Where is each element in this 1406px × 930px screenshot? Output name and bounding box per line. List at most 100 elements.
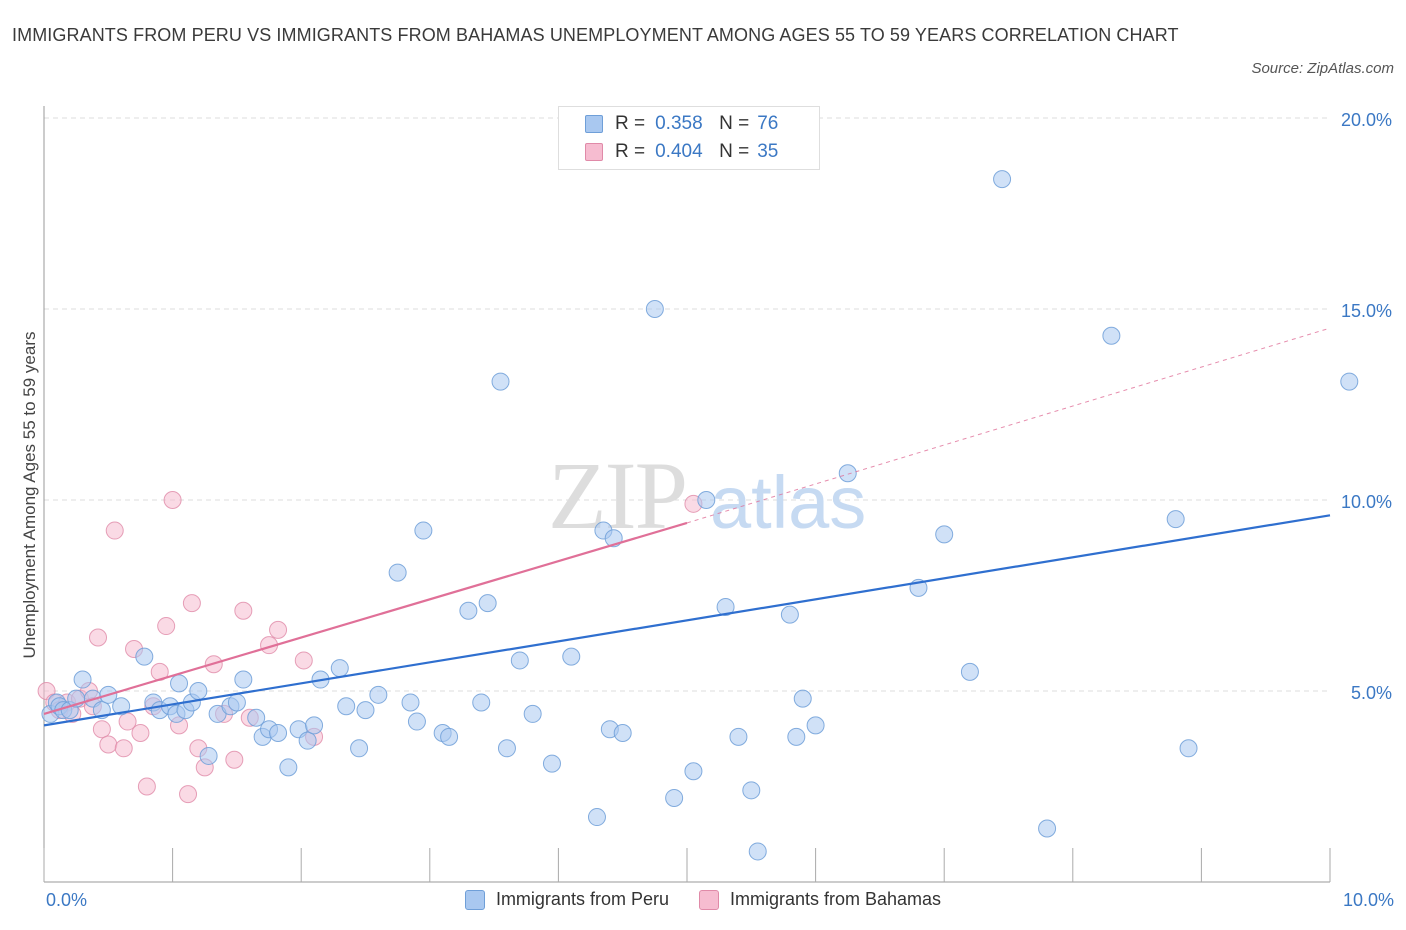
point-peru [112, 697, 131, 716]
point-peru [1166, 510, 1185, 529]
point-peru [478, 594, 497, 613]
point-peru [838, 464, 857, 483]
point-peru [337, 697, 356, 716]
point-bahamas [99, 735, 118, 754]
point-peru [356, 701, 375, 720]
trend-line-bahamas [43, 521, 688, 715]
x-tick-max: 10.0% [1342, 890, 1394, 910]
chart-title: IMMIGRANTS FROM PERU VS IMMIGRANTS FROM … [12, 25, 1179, 45]
trend-line-bahamas-extension [686, 327, 1331, 524]
y-tick-label: 15.0% [1341, 301, 1392, 321]
point-bahamas [89, 628, 108, 647]
point-peru [1179, 739, 1198, 758]
n-value-bahamas: 35 [757, 141, 779, 162]
r-label: R = [615, 141, 646, 162]
legend-item-bahamas[interactable]: Immigrants from Bahamas [698, 889, 942, 910]
point-peru [269, 724, 288, 743]
y-tick-label: 20.0% [1341, 110, 1392, 130]
legend: Immigrants from Peru Immigrants from Bah… [0, 889, 1406, 910]
n-label: N = [719, 141, 750, 162]
point-peru [189, 682, 208, 700]
point-peru [305, 716, 324, 735]
point-peru [742, 781, 761, 800]
point-bahamas [118, 712, 137, 731]
points-peru [41, 170, 1359, 861]
bahamas-legend-swatch [698, 889, 719, 910]
point-peru [298, 731, 317, 750]
point-peru [562, 647, 581, 666]
point-peru [247, 708, 266, 727]
stats-row-peru: R = 0.358 N = 76 [585, 111, 778, 137]
point-peru [330, 659, 349, 678]
source-label: Source: ZipAtlas.com [1251, 60, 1394, 77]
point-peru [1340, 372, 1359, 391]
trend-layer [43, 327, 1331, 727]
point-peru [960, 662, 979, 681]
legend-label-bahamas: Immigrants from Bahamas [729, 889, 942, 909]
point-peru [613, 724, 632, 743]
point-peru [497, 739, 516, 758]
point-peru [697, 491, 716, 509]
point-peru [401, 693, 420, 712]
point-peru [542, 754, 561, 773]
point-peru [472, 693, 491, 712]
y-tick-label: 10.0% [1341, 492, 1392, 512]
point-peru [806, 716, 825, 735]
point-peru [716, 597, 735, 616]
axis-layer [43, 106, 1331, 883]
point-peru [793, 689, 812, 708]
y-axis-label: Unemployment Among Ages 55 to 59 years [20, 331, 39, 659]
point-bahamas [114, 739, 133, 758]
point-peru [350, 739, 369, 758]
point-bahamas [234, 601, 253, 620]
point-peru [787, 727, 806, 746]
r-value-bahamas: 0.404 [655, 141, 703, 162]
point-bahamas [157, 617, 176, 636]
stats-box: R = 0.358 N = 76 R = 0.404 N = 35 [558, 106, 820, 170]
point-peru [369, 685, 388, 704]
point-peru [780, 605, 799, 624]
point-peru [748, 842, 767, 861]
point-peru [234, 670, 253, 689]
point-peru [645, 300, 664, 318]
x-tick-min: 0.0% [46, 890, 88, 910]
point-peru [407, 712, 426, 731]
point-peru [279, 758, 298, 777]
point-bahamas [179, 785, 198, 804]
point-bahamas [225, 750, 244, 769]
legend-label-peru: Immigrants from Peru [495, 889, 669, 909]
point-bahamas [92, 720, 111, 739]
peru-swatch [585, 115, 603, 133]
point-peru [510, 651, 529, 670]
point-peru [1038, 819, 1057, 838]
point-peru [135, 647, 154, 666]
peru-legend-swatch [464, 889, 485, 910]
point-peru [665, 788, 684, 807]
point-peru [73, 670, 92, 689]
legend-item-peru[interactable]: Immigrants from Peru [464, 889, 669, 910]
r-value-peru: 0.358 [655, 113, 703, 134]
y-tick-labels: 5.0% 10.0% 15.0% 20.0% [1341, 110, 1392, 703]
point-peru [935, 525, 954, 544]
point-peru [440, 727, 459, 746]
point-bahamas [137, 777, 156, 796]
bahamas-swatch [585, 143, 603, 161]
point-peru [170, 674, 189, 693]
point-peru [993, 170, 1012, 189]
y-tick-label: 5.0% [1351, 683, 1392, 703]
point-peru [414, 521, 433, 540]
n-value-peru: 76 [757, 113, 779, 134]
point-bahamas [163, 491, 182, 509]
n-label: N = [719, 113, 750, 134]
point-peru [388, 563, 407, 582]
point-peru [459, 601, 478, 620]
point-bahamas [269, 620, 288, 639]
point-peru [684, 762, 703, 781]
r-label: R = [615, 113, 646, 134]
point-peru [491, 372, 510, 391]
point-peru [199, 746, 218, 765]
point-bahamas [105, 521, 124, 540]
point-peru [587, 808, 606, 827]
point-peru [1102, 326, 1121, 345]
